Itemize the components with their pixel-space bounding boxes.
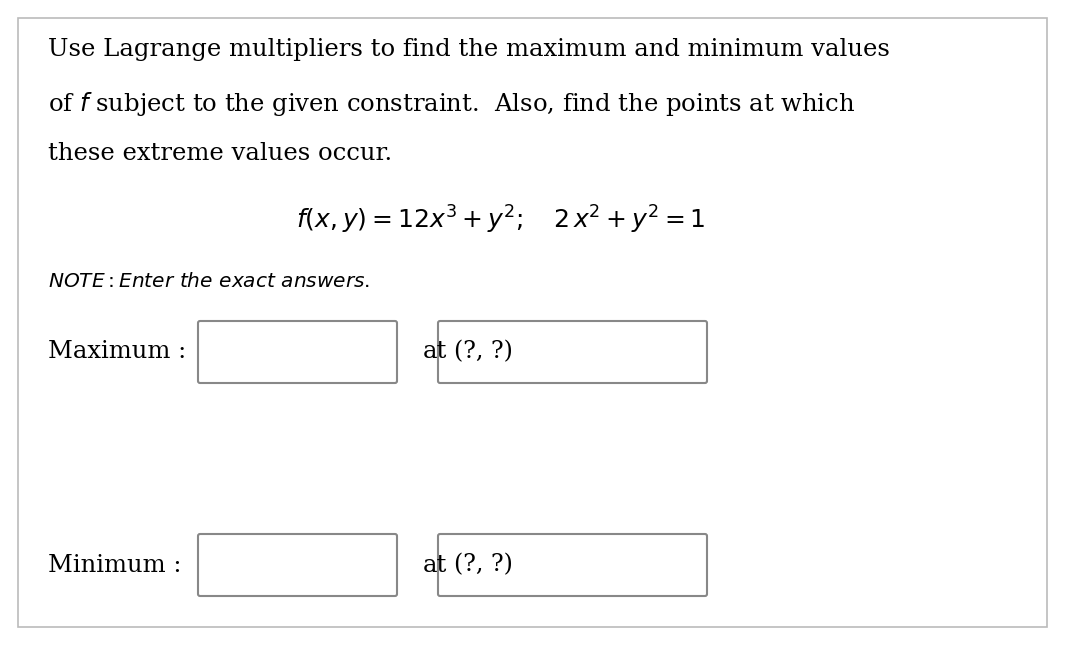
FancyBboxPatch shape (198, 321, 397, 383)
FancyBboxPatch shape (198, 534, 397, 596)
Text: $f(x, y) = 12x^3 + y^2; \quad 2\, x^2 + y^2 = 1$: $f(x, y) = 12x^3 + y^2; \quad 2\, x^2 + … (296, 204, 705, 236)
Text: Use Lagrange multipliers to find the maximum and minimum values: Use Lagrange multipliers to find the max… (48, 38, 890, 61)
Text: (?, ?): (?, ?) (454, 341, 513, 364)
Text: Minimum :: Minimum : (48, 553, 181, 577)
Text: these extreme values occur.: these extreme values occur. (48, 142, 392, 165)
FancyBboxPatch shape (438, 534, 707, 596)
Text: $\it{NOTE: Enter\ the\ exact\ answers.}$: $\it{NOTE: Enter\ the\ exact\ answers.}$ (48, 272, 371, 291)
Text: at: at (423, 341, 447, 364)
Text: Maximum :: Maximum : (48, 341, 186, 364)
FancyBboxPatch shape (18, 18, 1047, 627)
Text: at: at (423, 553, 447, 577)
FancyBboxPatch shape (438, 321, 707, 383)
Text: (?, ?): (?, ?) (454, 553, 513, 577)
Text: of $f$ subject to the given constraint.  Also, find the points at which: of $f$ subject to the given constraint. … (48, 90, 855, 118)
